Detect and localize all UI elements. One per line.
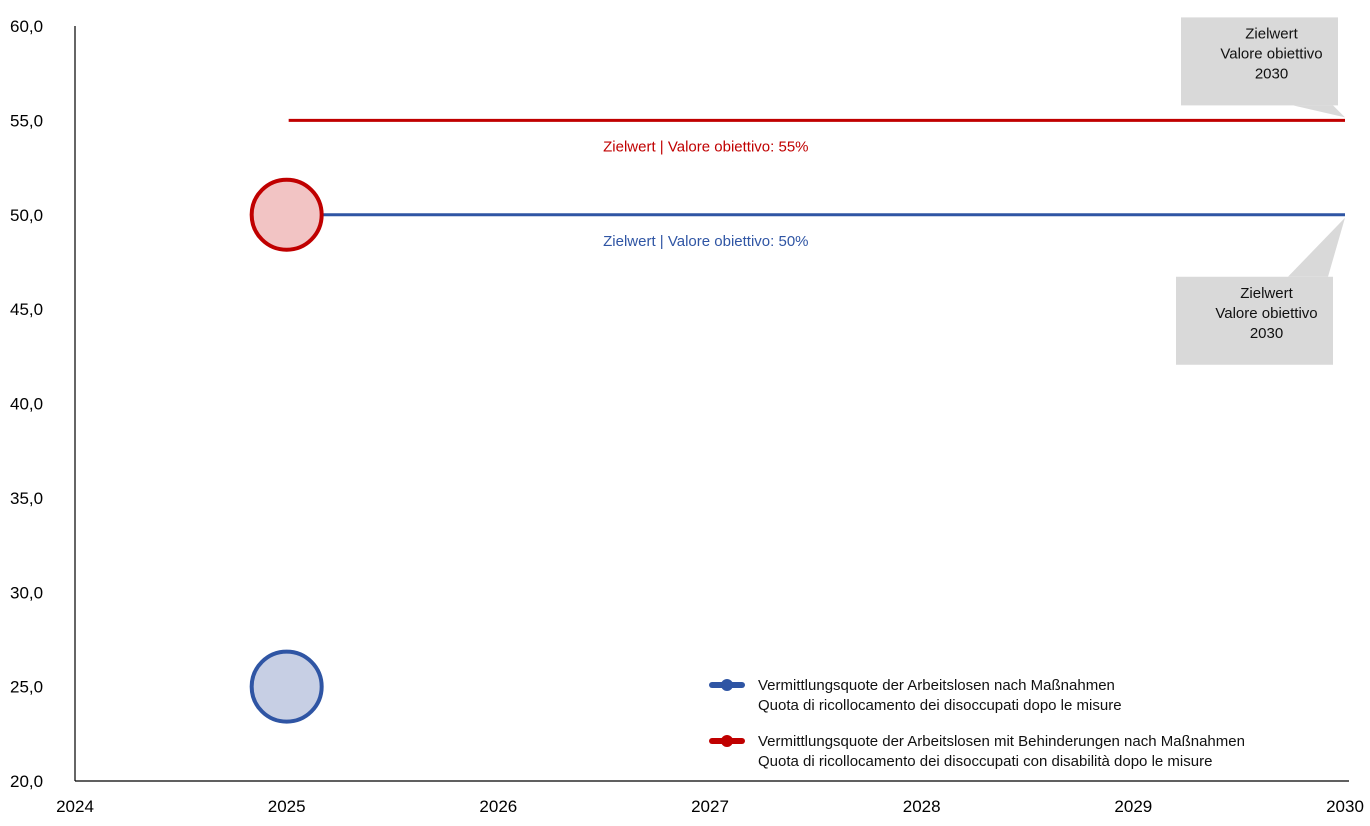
- callout-pointer: [1293, 105, 1345, 118]
- data-point: [249, 649, 324, 724]
- y-tick-label: 60,0: [10, 17, 43, 36]
- legend-label: Vermittlungsquote der Arbeitslosen mit B…: [758, 733, 1245, 750]
- callout-box: [1181, 17, 1338, 106]
- legend-label-italian: Quota di ricollocamento dei disoccupati …: [758, 753, 1212, 770]
- callout-text: Zielwert: [1240, 285, 1293, 302]
- x-tick-label: 2024: [56, 797, 94, 816]
- axes: [74, 26, 1349, 782]
- y-tick-label: 25,0: [10, 678, 43, 697]
- callout-text: Valore obiettivo: [1220, 45, 1322, 62]
- y-tick-label: 20,0: [10, 772, 43, 791]
- callout-text: Zielwert: [1245, 25, 1298, 42]
- callouts: Zielwert Valore obiettivo 2030 Zielwert Valo…: [1176, 17, 1345, 365]
- x-tick-label: 2026: [479, 797, 517, 816]
- legend-label: Vermittlungsquote der Arbeitslosen nach …: [758, 677, 1115, 694]
- x-tick-label: 2029: [1114, 797, 1152, 816]
- y-tick-label: 50,0: [10, 206, 43, 225]
- y-tick-label: 30,0: [10, 583, 43, 602]
- callout-text: Valore obiettivo: [1215, 305, 1317, 322]
- x-tick-label: 2027: [691, 797, 729, 816]
- y-tick-label: 35,0: [10, 489, 43, 508]
- target-label: Zielwert | Valore obiettivo: 50%: [603, 233, 808, 250]
- x-tick-label: 2028: [903, 797, 941, 816]
- y-tick-label: 45,0: [10, 300, 43, 319]
- callout-text: 2030: [1250, 325, 1283, 342]
- callout-box: [1176, 276, 1333, 365]
- target-label: Zielwert | Valore obiettivo: 55%: [603, 138, 808, 155]
- callout-pointer: [1288, 217, 1345, 277]
- target-lines: Zielwert | Valore obiettivo: 50% Zielwert…: [288, 118, 1345, 250]
- legend-swatch-dot: [721, 735, 733, 747]
- y-tick-label: 55,0: [10, 111, 43, 130]
- x-tick-label: 2025: [268, 797, 306, 816]
- data-point: [249, 177, 324, 252]
- y-tick-label: 40,0: [10, 395, 43, 414]
- data-points: [249, 177, 324, 724]
- legend-swatch-dot: [721, 679, 733, 691]
- legend-label-italian: Quota di ricollocamento dei disoccupati …: [758, 697, 1122, 714]
- callout-text: 2030: [1255, 65, 1288, 82]
- tick-labels: 2024 2025 2026 2027 2028 2029 2030 60,0 55,0 50,0…: [10, 17, 1364, 816]
- legend: Vermittlungsquote der Arbeitslosen nach …: [709, 677, 1245, 770]
- x-tick-label: 2030: [1326, 797, 1364, 816]
